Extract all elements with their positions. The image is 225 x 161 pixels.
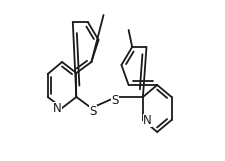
Text: N: N: [143, 114, 152, 127]
Text: N: N: [53, 101, 62, 114]
Text: S: S: [111, 94, 119, 107]
Text: S: S: [89, 105, 97, 118]
